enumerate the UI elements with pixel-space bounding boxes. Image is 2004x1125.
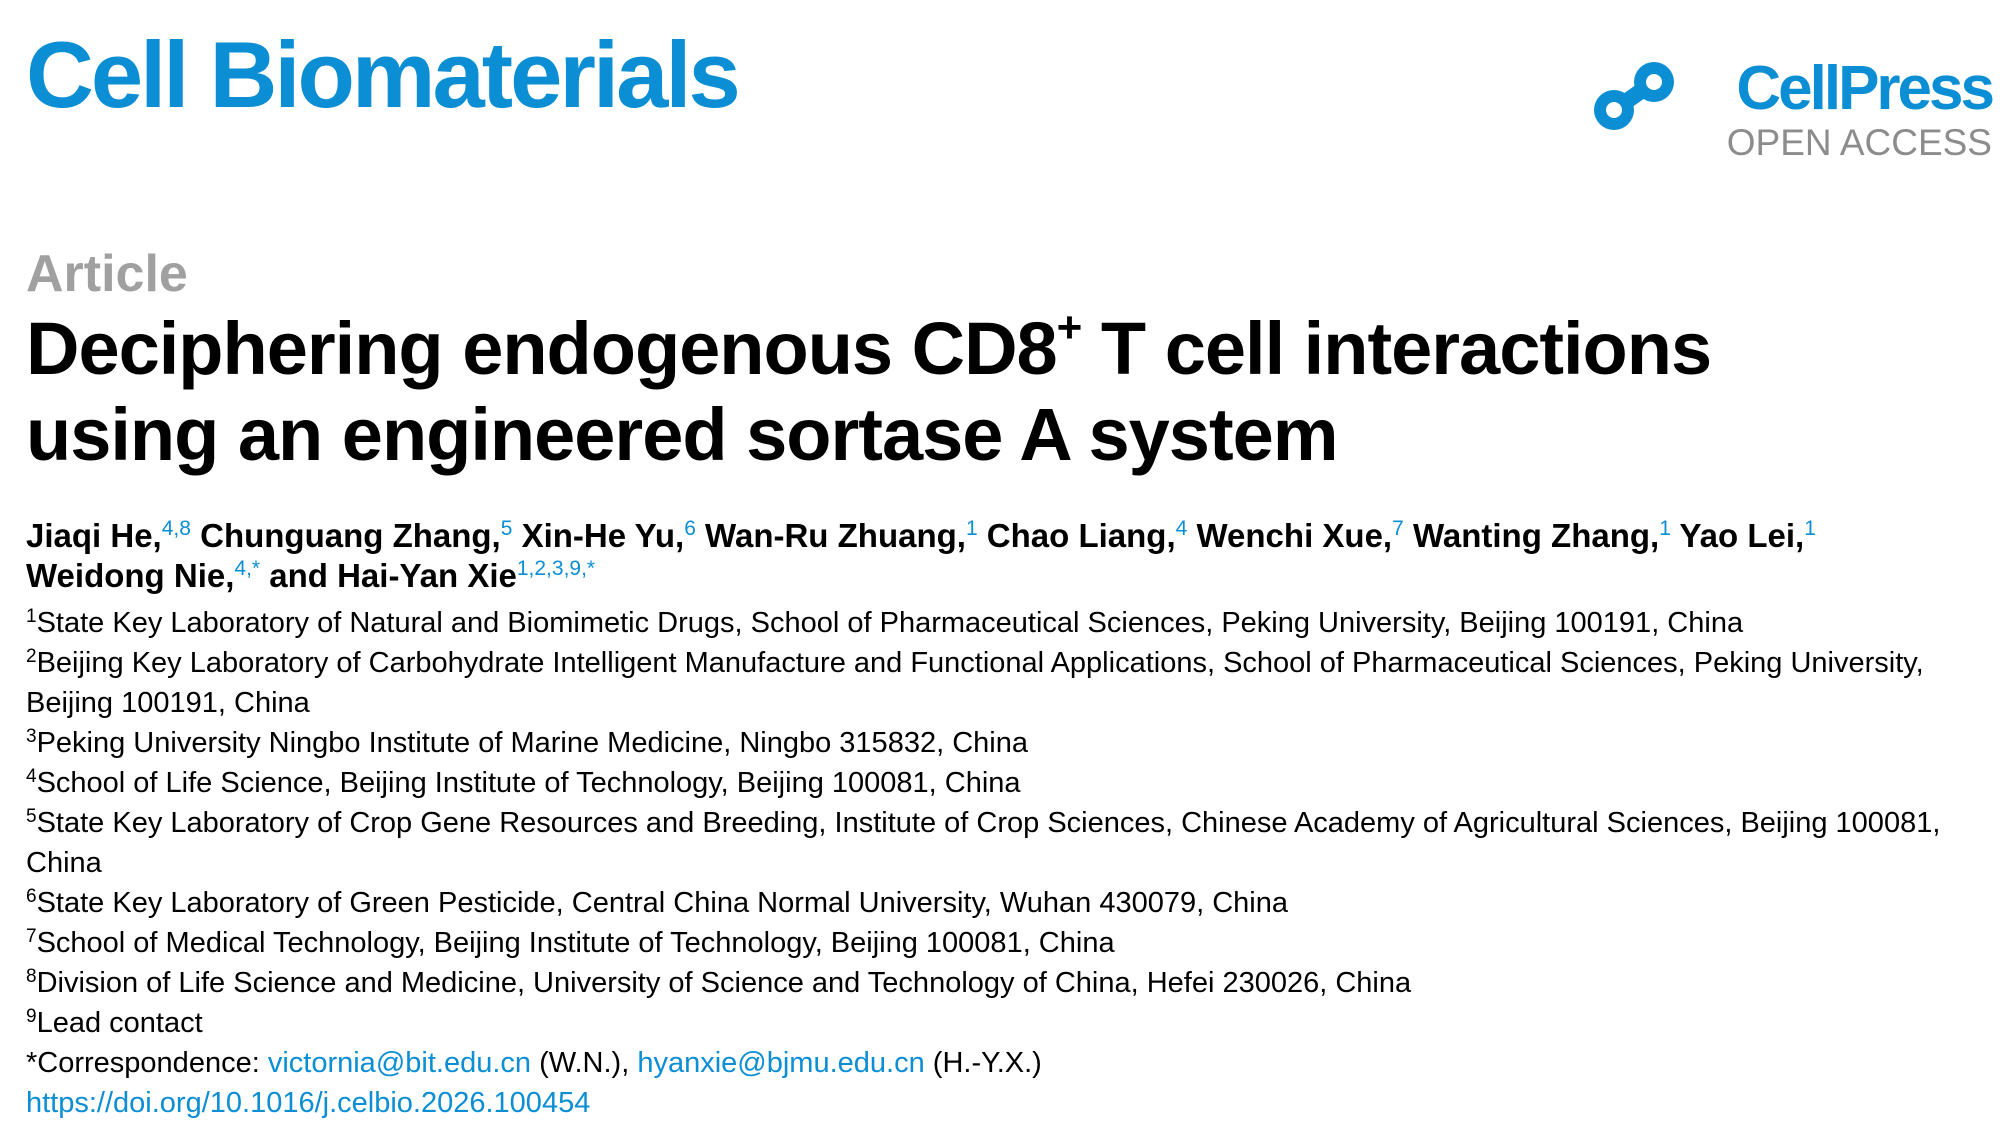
author-affiliation[interactable]: 1 [1659, 517, 1671, 540]
affiliation-text: Lead contact [36, 1007, 203, 1039]
author-affiliation[interactable]: 1 [965, 517, 978, 540]
affiliation-text: Beijing Key Laboratory of Carbohydrate I… [26, 647, 1924, 719]
author-name: Wan-Ru Zhuang, [705, 517, 966, 554]
cellpress-logo-icon [1594, 62, 1674, 130]
article-type: Article [26, 245, 188, 303]
affiliation-number: 5 [26, 806, 37, 827]
affiliation: 8Division of Life Science and Medicine, … [26, 963, 2001, 1003]
email-link-1[interactable]: victornia@bit.edu.cn [267, 1047, 532, 1079]
affiliation: 7School of Medical Technology, Beijing I… [26, 923, 2001, 963]
author-name: Chunguang Zhang, [200, 517, 501, 554]
affiliation: 3Peking University Ningbo Institute of M… [26, 723, 2001, 763]
journal-title: Cell Biomaterials [26, 22, 741, 127]
author-name: and Hai-Yan Xie [269, 557, 517, 594]
affiliation-number: 7 [26, 926, 37, 947]
author-name: Xin-He Yu, [521, 517, 685, 554]
author-affiliation[interactable]: 7 [1392, 517, 1404, 540]
affiliation-text: School of Life Science, Beijing Institut… [36, 767, 1021, 799]
affiliation: 1State Key Laboratory of Natural and Bio… [26, 603, 2001, 643]
affiliation-number: 3 [26, 726, 37, 747]
affiliation-number: 4 [26, 766, 37, 787]
author-affiliation[interactable]: 4,8 [161, 517, 191, 540]
title-superscript: + [1056, 303, 1083, 353]
affiliation-number: 8 [26, 966, 37, 987]
affiliation-text: State Key Laboratory of Green Pesticide,… [36, 887, 1288, 919]
author-affiliation[interactable]: 4 [1175, 517, 1188, 540]
article-title: Deciphering endogenous CD8+ T cell inter… [26, 306, 1966, 478]
author-affiliation[interactable]: 5 [500, 517, 513, 540]
correspondence-label: *Correspondence: [26, 1047, 268, 1079]
author-name: Wanting Zhang, [1412, 517, 1660, 554]
author-list: Jiaqi He,4,8 Chunguang Zhang,5 Xin-He Yu… [26, 516, 2001, 596]
affiliation-text: School of Medical Technology, Beijing In… [36, 927, 1115, 959]
affiliation: 6State Key Laboratory of Green Pesticide… [26, 883, 2001, 923]
author-name: Weidong Nie, [26, 557, 235, 594]
author-affiliation[interactable]: 1,2,3,9,* [516, 557, 596, 580]
title-part-1: Deciphering endogenous CD8 [26, 307, 1058, 390]
author-name: Yao Lei, [1679, 517, 1805, 554]
author-affiliation[interactable]: 4,* [234, 557, 261, 580]
affiliation: 9Lead contact [26, 1003, 2001, 1043]
affiliations: 1State Key Laboratory of Natural and Bio… [26, 603, 2001, 1123]
title-part-2: T cell interactions [1081, 307, 1712, 390]
author-affiliation[interactable]: 1 [1804, 517, 1816, 540]
affiliation-text: State Key Laboratory of Natural and Biom… [36, 607, 1744, 639]
cellpress-logo[interactable]: CellPress OPEN ACCESS [1592, 52, 1995, 172]
affiliation-number: 1 [26, 606, 37, 627]
author-name: Jiaqi He, [26, 517, 162, 554]
correspondence-initials-2: (H.-Y.X.) [924, 1047, 1042, 1079]
email-link-2[interactable]: hyanxie@bjmu.edu.cn [637, 1047, 925, 1079]
publisher-name: CellPress [1736, 54, 1995, 123]
doi-link[interactable]: https://doi.org/10.1016/j.celbio.2026.10… [26, 1087, 591, 1119]
correspondence: *Correspondence: victornia@bit.edu.cn (W… [26, 1043, 2001, 1083]
title-line-2: using an engineered sortase A system [26, 393, 1339, 476]
doi: https://doi.org/10.1016/j.celbio.2026.10… [26, 1083, 2001, 1123]
affiliation: 5State Key Laboratory of Crop Gene Resou… [26, 803, 2001, 883]
affiliation: 4School of Life Science, Beijing Institu… [26, 763, 2001, 803]
open-access-label: OPEN ACCESS [1726, 122, 1992, 163]
author-name: Chao Liang, [986, 517, 1176, 554]
affiliation-text: Division of Life Science and Medicine, U… [36, 967, 1412, 999]
affiliation-number: 9 [26, 1006, 37, 1027]
affiliation-number: 2 [26, 646, 37, 667]
affiliation-number: 6 [26, 886, 37, 907]
affiliation-text: Peking University Ningbo Institute of Ma… [36, 727, 1028, 759]
affiliation: 2Beijing Key Laboratory of Carbohydrate … [26, 643, 2001, 723]
author-affiliation[interactable]: 6 [684, 517, 696, 540]
affiliation-text: State Key Laboratory of Crop Gene Resour… [26, 807, 1941, 879]
author-name: Wenchi Xue, [1196, 517, 1393, 554]
correspondence-initials-1: (W.N.), [531, 1047, 638, 1079]
